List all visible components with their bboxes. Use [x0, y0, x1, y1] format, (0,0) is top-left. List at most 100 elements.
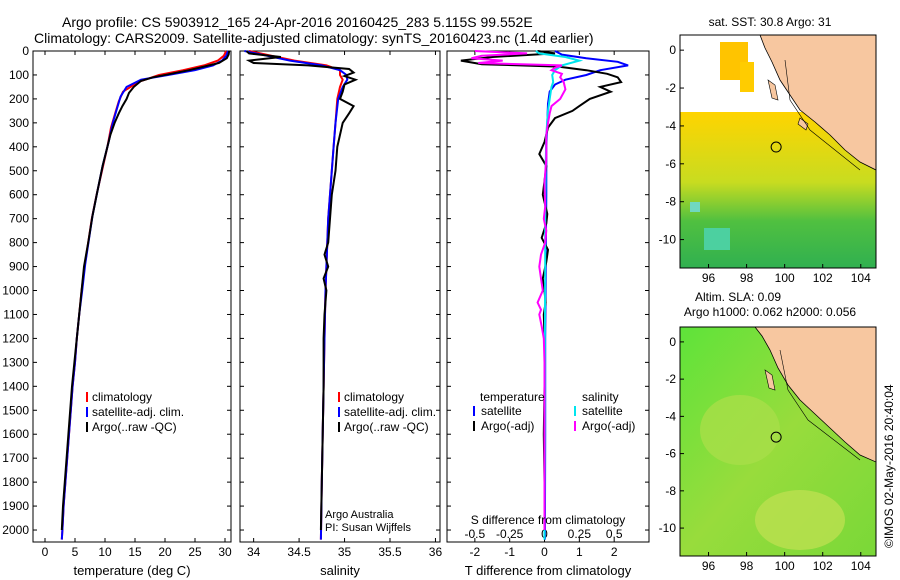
series-line: [245, 50, 359, 531]
map-y-tick-label: -10: [659, 233, 677, 247]
map-y-tick-label: -8: [665, 195, 676, 209]
legend-label-t-argo: Argo(-adj): [481, 419, 534, 433]
s-diff-tick-label: -0.5: [465, 527, 486, 541]
sst-profile-marker: [770, 141, 782, 153]
sst-map-frame: [679, 34, 877, 269]
legend-label-t-satellite: satellite: [481, 404, 522, 418]
x-tick-label: 25: [188, 545, 202, 559]
map-y-tick-label: -6: [665, 447, 676, 461]
sla-map-title-line2: Argo h1000: 0.062 h2000: 0.056: [684, 305, 856, 319]
figure-title: Argo profile: CS 5903912_165 24-Apr-2016…: [62, 14, 533, 30]
map-x-tick-label: 104: [851, 559, 871, 573]
map-y-tick-label: -6: [665, 157, 676, 171]
legend-label-argo: Argo(..raw -QC): [92, 420, 177, 434]
series-line: [543, 50, 629, 540]
x-tick-label: 34: [247, 545, 261, 559]
x-tick-label: 35: [338, 545, 352, 559]
depth-axis: 0 100 200 300 400 500 600 700 800 900 1000 1100 1200…: [2, 44, 649, 537]
map-y-tick-label: 0: [669, 335, 676, 349]
imos-credit: ©IMOS 02-May-2016 20:40:04: [882, 384, 896, 548]
depth-tick-label: 500: [9, 164, 29, 178]
sst-map-field: [680, 35, 876, 268]
x-tick-label: -2: [470, 545, 481, 559]
map-y-tick-label: 0: [669, 43, 676, 57]
sla-high-patch-2: [755, 490, 845, 550]
map-y-tick-label: -4: [665, 119, 676, 133]
map-x-tick-label: 102: [813, 559, 833, 573]
depth-tick-label: 1600: [2, 427, 29, 441]
depth-tick-label: 1700: [2, 451, 29, 465]
series-line: [60, 50, 229, 540]
s-diff-tick-label: 0.25: [568, 527, 592, 541]
sla-profile-marker: [770, 431, 782, 443]
depth-tick-label: 2000: [2, 523, 29, 537]
depth-tick-label: 0: [22, 44, 29, 58]
sst-patch-north-2: [740, 62, 754, 92]
depth-tick-label: 1300: [2, 355, 29, 369]
x-tick-label: 10: [98, 545, 112, 559]
sla-map-frame: [679, 326, 877, 557]
x-tick-label: 34.5: [287, 545, 311, 559]
legend-label-satellite: satellite-adj. clim.: [92, 405, 184, 419]
map-x-tick-label: 102: [813, 271, 833, 285]
depth-tick-label: 300: [9, 116, 29, 130]
difference-legend: temperature salinity satellite satellite…: [473, 390, 635, 433]
depth-tick-label: 1900: [2, 499, 29, 513]
sla-map-axes: 96 98 100 102 104 0 -2 -4 -6 -8 -10: [659, 335, 871, 573]
depth-tick-label: 800: [9, 236, 29, 250]
depth-tick-label: 900: [9, 260, 29, 274]
sla-island: [764, 369, 776, 391]
legend-label-climatology: climatology: [344, 390, 404, 404]
salinity-panel: 34 34.5 35 35.5 36 salinity climatology sate…: [239, 50, 442, 578]
x-tick-label: 15: [128, 545, 142, 559]
legend-label-s-satellite: satellite: [582, 404, 623, 418]
temperature-plot-frame: [32, 50, 232, 543]
temperature-panel: 0100200300400500600700800900100011001200…: [2, 44, 649, 578]
salinity-series: [244, 50, 359, 540]
x-tick-label: 20: [158, 545, 172, 559]
depth-tick-label: 1200: [2, 331, 29, 345]
map-y-tick-label: -8: [665, 484, 676, 498]
argo-credit-line1: Argo Australia: [325, 509, 394, 521]
map-y-tick-label: -2: [665, 372, 676, 386]
map-x-tick-label: 98: [740, 271, 754, 285]
legend-label-satellite: satellite-adj. clim.: [344, 405, 436, 419]
x-tick-label: 36: [429, 545, 443, 559]
map-x-tick-label: 96: [702, 271, 716, 285]
difference-series: [460, 50, 629, 540]
legend-label-climatology: climatology: [92, 390, 152, 404]
depth-tick-label: 1400: [2, 379, 29, 393]
depth-tick-label: 1100: [3, 307, 29, 321]
depth-tick-label: 400: [9, 140, 29, 154]
salinity-legend: climatology satellite-adj. clim. Argo(..…: [338, 390, 436, 434]
legend-header-temperature: temperature: [480, 390, 545, 404]
x-tick-label: -1: [504, 545, 515, 559]
s-diff-tick-label: -0.25: [496, 527, 524, 541]
map-y-tick-label: -2: [665, 81, 676, 95]
sla-land: [754, 327, 876, 463]
x-tick-label: 2: [611, 545, 618, 559]
x-tick-label: 0: [541, 545, 548, 559]
depth-tick-label: 600: [9, 188, 29, 202]
sst-map-title: sat. SST: 30.8 Argo: 31: [709, 15, 832, 29]
difference-panel: -2 -1 0 1 2-0.5 -0.25 0 0.25 0.5 S difference fr…: [446, 50, 650, 578]
series-line: [460, 50, 623, 530]
x-tick-label: 30: [218, 545, 232, 559]
sst-map-axes: 96 98 100 102 104 0 -2 -4 -6 -8 -10: [659, 43, 871, 285]
sst-cyan-patch-2: [690, 202, 700, 212]
depth-tick-label: 100: [9, 68, 29, 82]
map-y-tick-label: -10: [659, 521, 677, 535]
series-line: [244, 50, 349, 540]
series-line: [60, 50, 228, 540]
map-x-tick-label: 100: [775, 271, 795, 285]
sst-map-panel: sat. SST: 30.8 Argo: 31 96 98 100 102 104 0 -2…: [659, 15, 877, 285]
map-x-tick-label: 98: [740, 559, 754, 573]
salinity-xlabel: salinity: [320, 563, 360, 578]
depth-tick-label: 1500: [2, 403, 29, 417]
salinity-x-axis: 34 34.5 35 35.5 36: [247, 51, 442, 559]
series-line: [471, 50, 567, 530]
temperature-x-axis: 0 5 10 15 20 25 30: [42, 51, 232, 559]
sst-island: [767, 79, 779, 101]
series-line: [248, 50, 344, 540]
